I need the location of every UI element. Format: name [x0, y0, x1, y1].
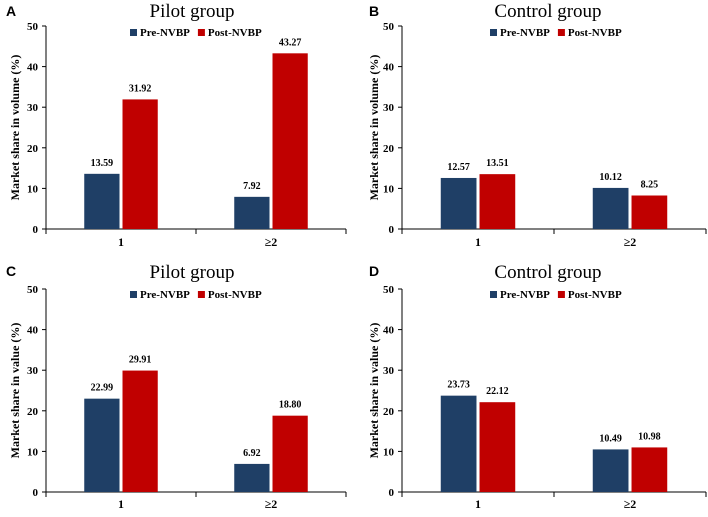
- panel-b-category-label: 1: [475, 235, 481, 249]
- panel-b-data-label: 12.57: [447, 162, 470, 173]
- panel-c-data-label: 18.80: [279, 400, 302, 411]
- panel-c-letter: C: [6, 263, 16, 279]
- panel-d-category-label: ≥2: [624, 497, 637, 511]
- panel-b-bar-pre-nvbp: [592, 187, 629, 229]
- panel-d-bar-pre-nvbp: [592, 449, 629, 492]
- panel-b-title: Control group: [494, 1, 601, 22]
- panel-a-bar-post-nvbp: [272, 53, 308, 230]
- panel-c-y-tick-label: 0: [33, 487, 39, 499]
- panel-a-y-tick-label: 40: [27, 62, 39, 74]
- panel-b-y-tick-label: 20: [383, 143, 395, 155]
- panel-b-legend-label: Post-NVBP: [568, 27, 622, 39]
- panel-a-data-label: 13.59: [91, 158, 114, 169]
- panel-c-bar-post-nvbp: [272, 415, 308, 492]
- panel-b-bar-pre-nvbp: [440, 177, 477, 229]
- panel-c-category-label: ≥2: [265, 497, 278, 511]
- panel-b-legend-label: Pre-NVBP: [500, 27, 550, 39]
- panel-d-legend-swatch-post-nvbp: [557, 291, 565, 298]
- panel-b-letter: B: [369, 3, 379, 19]
- panel-a-legend-swatch-pre-nvbp: [130, 29, 137, 36]
- panel-c-legend-label: Post-NVBP: [208, 289, 262, 301]
- panel-d-legend-swatch-pre-nvbp: [490, 291, 497, 298]
- panel-a-category-label: ≥2: [265, 235, 278, 249]
- panel-a-bar-pre-nvbp: [84, 173, 120, 229]
- panel-a-letter: A: [6, 3, 16, 19]
- panel-d-data-label: 23.73: [447, 380, 470, 391]
- panel-c-data-label: 22.99: [91, 383, 114, 394]
- panel-d-y-axis-label: Market share in value (%): [367, 323, 381, 459]
- panel-b-y-tick-label: 40: [383, 62, 395, 74]
- panel-b-bar-post-nvbp: [631, 195, 668, 229]
- panel-c-bar-post-nvbp: [122, 370, 158, 492]
- panel-a-bar-pre-nvbp: [234, 196, 270, 229]
- panel-d-y-tick-label: 40: [383, 325, 395, 337]
- panel-c-y-tick-label: 40: [27, 325, 39, 337]
- panel-c-title: Pilot group: [150, 262, 235, 283]
- panel-a-y-tick-label: 30: [27, 102, 39, 114]
- panel-b-bar-post-nvbp: [479, 174, 516, 229]
- panel-a-data-label: 31.92: [129, 83, 152, 94]
- panel-d-y-tick-label: 20: [383, 406, 395, 418]
- panel-a-category-label: 1: [118, 235, 124, 249]
- panel-c-category-label: 1: [118, 497, 124, 511]
- panel-a-y-tick-label: 50: [27, 21, 39, 33]
- panel-a-title: Pilot group: [150, 1, 235, 22]
- panel-b-data-label: 8.25: [641, 180, 659, 191]
- panel-c-data-label: 6.92: [243, 448, 261, 459]
- panel-c-legend-label: Pre-NVBP: [140, 289, 190, 301]
- panel-a-data-label: 7.92: [243, 181, 261, 192]
- panel-b-data-label: 10.12: [599, 172, 622, 183]
- panel-b-y-axis-label: Market share in volume (%): [367, 55, 381, 201]
- panel-d-legend-label: Post-NVBP: [568, 289, 622, 301]
- panel-a-y-axis-label: Market share in volume (%): [8, 55, 22, 201]
- panel-d-bar-post-nvbp: [479, 402, 516, 492]
- panel-d-bar-post-nvbp: [631, 447, 668, 492]
- panel-d-data-label: 10.98: [638, 431, 661, 442]
- panel-a-legend-swatch-post-nvbp: [197, 29, 205, 36]
- panel-d-y-tick-label: 0: [389, 487, 395, 499]
- panel-b-category-label: ≥2: [624, 235, 637, 249]
- panel-a-data-label: 43.27: [279, 37, 302, 48]
- panel-b-legend-swatch-post-nvbp: [557, 29, 565, 36]
- panel-c-legend-swatch-pre-nvbp: [130, 291, 137, 298]
- panel-d-category-label: 1: [475, 497, 481, 511]
- panel-c-y-tick-label: 30: [27, 365, 39, 377]
- panel-d-y-tick-label: 30: [383, 365, 395, 377]
- panel-b-data-label: 13.51: [486, 158, 509, 169]
- panel-c-data-label: 29.91: [129, 355, 152, 366]
- panel-d-letter: D: [369, 263, 379, 279]
- panel-c-bar-pre-nvbp: [234, 463, 270, 492]
- panel-d-y-tick-label: 10: [383, 446, 395, 458]
- panel-c-bar-pre-nvbp: [84, 398, 120, 492]
- panel-d-y-tick-label: 50: [383, 284, 395, 296]
- panel-b-y-tick-label: 30: [383, 102, 395, 114]
- panel-c-y-tick-label: 10: [27, 446, 39, 458]
- panel-c-legend-swatch-post-nvbp: [197, 291, 205, 298]
- panel-a-y-tick-label: 0: [33, 224, 39, 236]
- panel-d-data-label: 10.49: [599, 433, 622, 444]
- panel-a-y-tick-label: 20: [27, 143, 39, 155]
- panel-c-y-axis-label: Market share in value (%): [8, 323, 22, 459]
- panel-b-y-tick-label: 0: [389, 224, 395, 236]
- panel-b-legend-swatch-pre-nvbp: [490, 29, 497, 36]
- panel-a-bar-post-nvbp: [122, 99, 158, 229]
- panel-a-legend-label: Pre-NVBP: [140, 27, 190, 39]
- panel-d-bar-pre-nvbp: [440, 395, 477, 492]
- panel-d-data-label: 22.12: [486, 386, 509, 397]
- panel-d-legend-label: Pre-NVBP: [500, 289, 550, 301]
- panel-a-y-tick-label: 10: [27, 183, 39, 195]
- panel-c-y-tick-label: 20: [27, 406, 39, 418]
- panel-b-y-tick-label: 10: [383, 183, 395, 195]
- panel-a-legend-label: Post-NVBP: [208, 27, 262, 39]
- panel-b-y-tick-label: 50: [383, 21, 395, 33]
- panel-d-title: Control group: [494, 262, 601, 283]
- panel-c-y-tick-label: 50: [27, 284, 39, 296]
